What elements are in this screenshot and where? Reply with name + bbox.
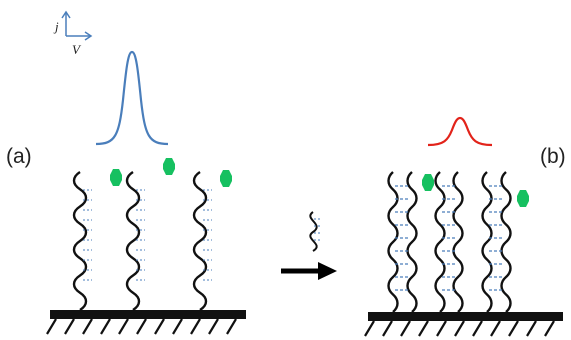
hatch-mark	[382, 320, 393, 337]
hatch-mark	[172, 318, 183, 335]
hatch-mark	[544, 320, 555, 337]
hatch-mark	[454, 320, 465, 337]
hatch-mark	[400, 320, 411, 337]
target-molecule	[110, 169, 122, 186]
y-axis-label: j	[53, 19, 59, 34]
x-axis-label: V	[72, 42, 82, 57]
probe-strand	[481, 171, 493, 313]
target-molecule	[422, 174, 434, 191]
target-strand	[406, 171, 418, 313]
probe-strands-a	[72, 170, 212, 312]
target-strand	[500, 171, 512, 313]
hatch-mark	[436, 320, 447, 337]
target-molecule	[163, 158, 175, 175]
hatch-mark	[226, 318, 237, 335]
hatch-mark	[508, 320, 519, 337]
hatch-mark	[154, 318, 165, 335]
probe-strand	[192, 170, 208, 312]
hatch-mark	[64, 318, 75, 335]
substrate-bar	[50, 310, 246, 319]
hatch-mark	[118, 318, 129, 335]
target-molecule	[220, 170, 232, 187]
probe-strand	[387, 171, 399, 313]
target-molecules	[110, 158, 529, 207]
hatch-mark	[208, 318, 219, 335]
target-strand	[452, 171, 464, 313]
voltammetry-peak-a	[95, 50, 169, 146]
hatch-mark	[472, 320, 483, 337]
axes-inset: j V	[53, 10, 93, 57]
hatch-mark	[364, 320, 375, 337]
probe-strand	[125, 170, 141, 312]
hatch-mark	[100, 318, 111, 335]
panel-b-label: (b)	[540, 145, 566, 168]
panel-a-label: (a)	[6, 145, 32, 168]
substrate-a	[46, 310, 246, 335]
hatch-mark	[526, 320, 537, 337]
substrate-bar	[368, 312, 563, 321]
hatch-mark	[46, 318, 57, 335]
target-molecule	[517, 190, 529, 207]
reaction-arrow	[281, 262, 337, 280]
probe-strands-b	[387, 171, 512, 313]
probe-strand	[434, 171, 446, 313]
hatch-mark	[136, 318, 147, 335]
substrate-b	[364, 312, 563, 337]
hatch-mark	[82, 318, 93, 335]
voltammetry-peak-b	[427, 116, 493, 147]
free-strand-bonds	[314, 218, 322, 241]
hatch-mark	[190, 318, 201, 335]
hatch-mark	[490, 320, 501, 337]
hatch-mark	[418, 320, 429, 337]
probe-strand	[72, 170, 88, 312]
free-strand	[309, 211, 318, 252]
